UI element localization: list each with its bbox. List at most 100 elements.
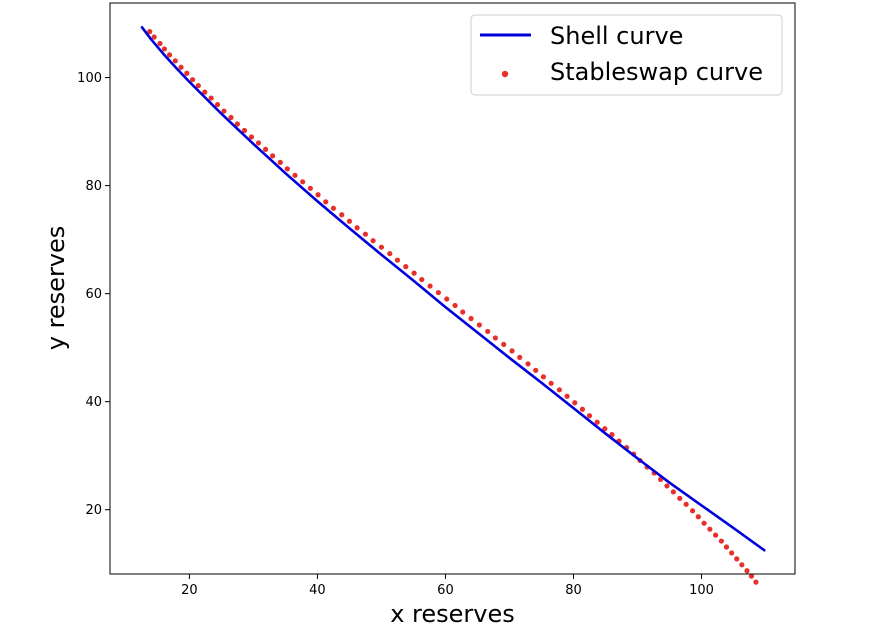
stableswap-point xyxy=(307,185,313,191)
stableswap-point xyxy=(533,367,539,373)
stableswap-point xyxy=(151,34,157,40)
stableswap-point xyxy=(339,212,345,218)
stableswap-point xyxy=(419,276,425,283)
stableswap-point xyxy=(323,199,329,205)
stableswap-point xyxy=(689,508,696,514)
plot-frame xyxy=(109,2,796,575)
stableswap-point xyxy=(184,70,190,76)
stableswap-point xyxy=(228,114,234,121)
stableswap-point xyxy=(234,121,240,127)
stableswap-point xyxy=(707,526,713,532)
stableswap-point xyxy=(460,309,466,315)
stableswap-point xyxy=(292,172,298,178)
stableswap-point xyxy=(178,64,184,70)
stableswap-point xyxy=(427,283,433,289)
x-tick-label: 80 xyxy=(565,583,582,598)
stableswap-point xyxy=(195,83,201,89)
stableswap-point xyxy=(147,29,153,35)
stableswap-point xyxy=(556,387,563,393)
x-axis-ticks: 20 40 60 80 100 xyxy=(181,574,714,598)
stableswap-point xyxy=(501,341,507,348)
stableswap-point xyxy=(403,264,409,270)
stableswap-point xyxy=(670,489,676,495)
stableswap-point xyxy=(300,179,306,185)
stableswap-point xyxy=(346,218,353,224)
stableswap-point xyxy=(683,501,689,507)
stableswap-point xyxy=(370,238,376,244)
stableswap-point xyxy=(548,380,554,386)
stableswap-point xyxy=(330,205,337,211)
stableswap-point xyxy=(723,544,730,550)
x-tick-label: 100 xyxy=(689,583,714,598)
stableswap-point xyxy=(157,40,163,47)
stableswap-point xyxy=(435,289,442,296)
stableswap-point xyxy=(718,538,724,544)
legend-dot-marker xyxy=(501,70,509,78)
stableswap-point xyxy=(753,579,759,585)
stableswap-point xyxy=(241,127,248,134)
stableswap-point xyxy=(540,374,547,380)
stableswap-point xyxy=(284,166,290,172)
stableswap-point xyxy=(172,58,178,64)
x-axis-label: x reserves xyxy=(390,600,515,627)
stableswap-point xyxy=(387,251,393,257)
stableswap-point xyxy=(572,400,578,406)
stableswap-point xyxy=(411,270,417,276)
legend: Shell curve Stableswap curve xyxy=(470,14,783,96)
stableswap-point xyxy=(734,556,740,562)
stableswap-point xyxy=(664,483,670,489)
stableswap-point xyxy=(739,562,745,568)
stableswap-point xyxy=(485,328,491,335)
legend-label-shell: Shell curve xyxy=(550,22,683,50)
stableswap-point xyxy=(166,52,173,58)
stableswap-point xyxy=(255,140,262,146)
stableswap-point xyxy=(354,225,360,231)
x-tick-label: 20 xyxy=(181,583,198,598)
stableswap-point xyxy=(701,520,707,526)
x-tick-label: 40 xyxy=(309,583,326,598)
stableswap-point xyxy=(444,296,450,302)
legend-label-stableswap: Stableswap curve xyxy=(550,58,763,86)
stableswap-point xyxy=(208,95,214,101)
stableswap-point xyxy=(202,89,208,95)
plot-area xyxy=(110,3,795,574)
stableswap-point xyxy=(695,514,701,520)
stableswap-point xyxy=(189,77,196,83)
stableswap-point xyxy=(262,146,269,152)
stableswap-point xyxy=(378,244,385,250)
y-tick-label: 100 xyxy=(77,71,102,86)
stableswap-point xyxy=(277,159,283,165)
stableswap-point xyxy=(729,550,735,556)
stableswap-point xyxy=(579,406,586,412)
stableswap-point xyxy=(713,532,719,538)
stableswap-point xyxy=(161,46,168,52)
y-tick-label: 60 xyxy=(85,287,102,302)
legend-box xyxy=(470,14,783,96)
stableswap-point xyxy=(452,302,458,309)
stableswap-point xyxy=(362,231,369,237)
stableswap-point xyxy=(492,335,498,341)
stableswap-point xyxy=(214,101,221,108)
stableswap-point xyxy=(602,426,608,432)
y-axis-label: y reserves xyxy=(42,226,70,351)
stableswap-point xyxy=(594,419,600,425)
stableswap-point xyxy=(221,108,227,114)
stableswap-point xyxy=(315,192,321,198)
y-tick-label: 80 xyxy=(85,179,102,194)
stableswap-point xyxy=(525,361,531,367)
y-tick-label: 20 xyxy=(85,503,102,518)
y-tick-label: 40 xyxy=(85,395,102,410)
stableswap-point xyxy=(468,315,474,322)
stableswap-point xyxy=(509,348,515,354)
series-layer xyxy=(140,26,766,585)
stableswap-point xyxy=(564,393,570,399)
stableswap-point xyxy=(744,568,750,574)
stableswap-point xyxy=(476,322,482,328)
stableswap-point xyxy=(248,134,255,140)
stableswap-point xyxy=(394,257,401,263)
stableswap-point xyxy=(748,573,755,579)
shell-curve-line xyxy=(140,26,766,552)
stableswap-point xyxy=(517,354,523,360)
stableswap-point xyxy=(677,495,683,501)
